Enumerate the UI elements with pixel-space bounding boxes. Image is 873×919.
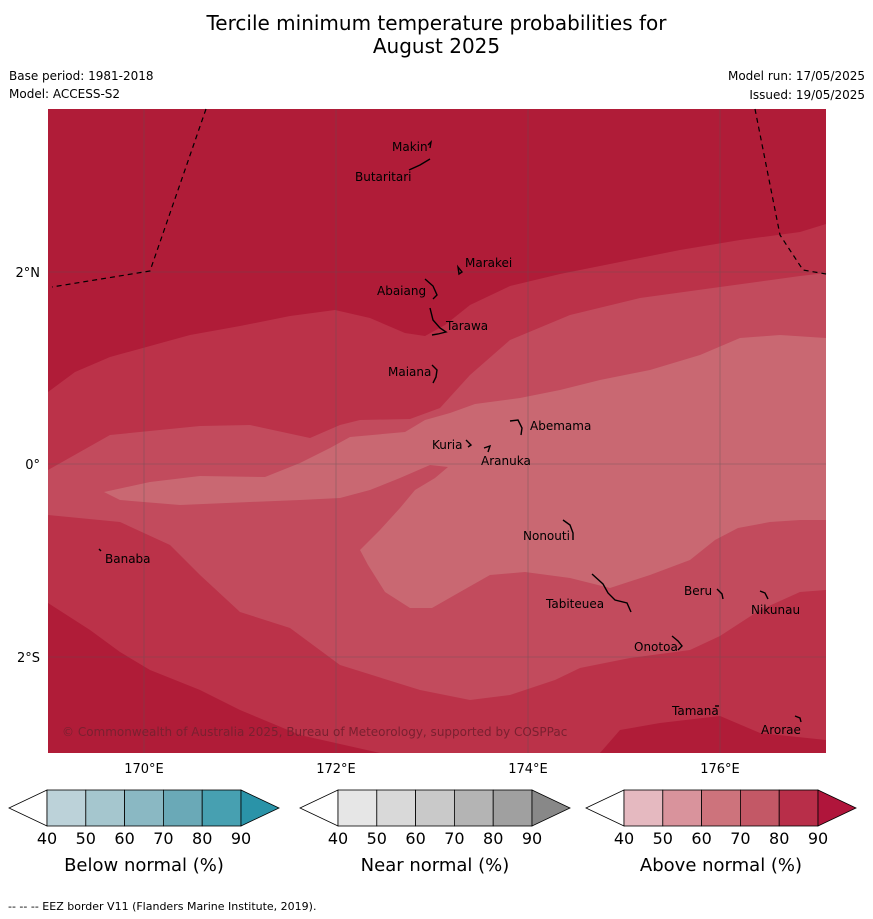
lat-labels: 2°N 0° 2°S [16, 266, 41, 666]
model-name: Model: ACCESS-S2 [9, 87, 121, 101]
island-label-arorae: Arorae [761, 723, 801, 737]
island-labels: Makin Butaritari Marakei Abaiang Tarawa Maian… [105, 140, 801, 737]
colorbar-tick: 70 [153, 829, 173, 848]
colorbar-tick: 90 [522, 829, 542, 848]
colorbar-tick: 80 [192, 829, 212, 848]
band-50-60 [104, 335, 826, 608]
colorbar-tick: 60 [691, 829, 711, 848]
colorbar-tick: 40 [328, 829, 348, 848]
colorbar-tick: 90 [231, 829, 251, 848]
island-label-makin: Makin [392, 140, 428, 154]
colorbar-label: Below normal (%) [64, 855, 224, 876]
colorbar-segment [162, 789, 203, 827]
colorbar-segment [701, 789, 741, 827]
colorbar-segment [778, 789, 819, 827]
colorbar-tick: 60 [114, 829, 134, 848]
colorbar-segment [201, 789, 242, 827]
title-line-1: Tercile minimum temperature probabilitie… [206, 11, 667, 35]
island-label-marakei: Marakei [465, 256, 512, 270]
lat-label-2s: 2°S [17, 651, 40, 666]
colorbar-segment [337, 789, 378, 827]
eez-border [51, 108, 827, 288]
colorbar-tick: 70 [444, 829, 464, 848]
colorbar-segment [662, 789, 702, 827]
colorbar-segment [85, 789, 126, 827]
island-label-aranuka: Aranuka [481, 454, 531, 468]
colorbar-label: Above normal (%) [640, 855, 802, 876]
colorbar-label: Near normal (%) [361, 855, 510, 876]
lat-label-2n: 2°N [16, 266, 41, 281]
island-label-tarawa: Tarawa [445, 319, 488, 333]
colorbar-tick: 70 [730, 829, 750, 848]
island-label-onotoa: Onotoa [634, 640, 678, 654]
lon-label-170e: 170°E [124, 762, 164, 777]
colorbar-segment [46, 789, 87, 827]
colorbar-high-extend [240, 789, 280, 827]
colorbar-3: 40 50 60 70 80 90 Above normal (%) [585, 789, 857, 876]
island-label-banaba: Banaba [105, 552, 151, 566]
island-label-beru: Beru [684, 584, 712, 598]
island-label-maiana: Maiana [388, 365, 431, 379]
colorbars: 40 50 60 70 80 90 Below normal (%) 40 50 60 70 80 90… [8, 789, 857, 876]
probability-field [48, 109, 826, 753]
colorbar-tick: 40 [37, 829, 57, 848]
island-outlines [98, 139, 802, 723]
colorbar-tick: 50 [76, 829, 96, 848]
colorbar-1: 40 50 60 70 80 90 Below normal (%) [8, 789, 280, 876]
island-label-tamana: Tamana [671, 704, 719, 718]
lat-label-0: 0° [25, 458, 40, 473]
footnote: -- -- -- EEZ border V11 (Flanders Marine… [8, 900, 317, 913]
colorbar-tick: 60 [405, 829, 425, 848]
colorbar-tick: 80 [769, 829, 789, 848]
graticule [48, 109, 826, 753]
colorbar-segment [740, 789, 780, 827]
colorbar-tick: 50 [367, 829, 387, 848]
colorbar-tick: 50 [653, 829, 673, 848]
island-label-kuria: Kuria [432, 438, 463, 452]
model-run: Model run: 17/05/2025 [727, 69, 865, 83]
colorbar-low-extend [299, 789, 339, 827]
colorbar-tick: 90 [808, 829, 828, 848]
island-label-abemama: Abemama [530, 419, 591, 433]
colorbar-2: 40 50 60 70 80 90 Near normal (%) [299, 789, 571, 876]
colorbar-segment [376, 789, 416, 827]
lon-labels: 170°E 172°E 174°E 176°E [124, 762, 740, 777]
chart-title: Tercile minimum temperature probabilitie… [0, 12, 873, 58]
colorbar-high-extend [531, 789, 571, 827]
colorbar-segment [492, 789, 533, 827]
lon-label-174e: 174°E [508, 762, 548, 777]
lon-label-176e: 176°E [700, 762, 740, 777]
colorbar-tick: 40 [614, 829, 634, 848]
island-label-tabiteuea: Tabiteuea [545, 597, 604, 611]
island-label-abaiang: Abaiang [377, 284, 426, 298]
colorbar-segment [415, 789, 455, 827]
island-label-nonouti: Nonouti [523, 529, 570, 543]
base-period: Base period: 1981-2018 [9, 69, 154, 83]
colorbar-high-extend [817, 789, 857, 827]
copyright-text: © Commonwealth of Australia 2025, Bureau… [62, 725, 567, 739]
issued-date: Issued: 19/05/2025 [749, 88, 865, 102]
lon-label-172e: 172°E [316, 762, 356, 777]
colorbar-low-extend [8, 789, 48, 827]
colorbar-low-extend [585, 789, 625, 827]
island-label-butaritari: Butaritari [355, 170, 412, 184]
title-line-2: August 2025 [372, 34, 501, 58]
colorbar-segment [623, 789, 664, 827]
colorbar-segment [453, 789, 494, 827]
colorbar-tick: 80 [483, 829, 503, 848]
island-label-nikunau: Nikunau [751, 603, 800, 617]
colorbar-segment [124, 789, 164, 827]
